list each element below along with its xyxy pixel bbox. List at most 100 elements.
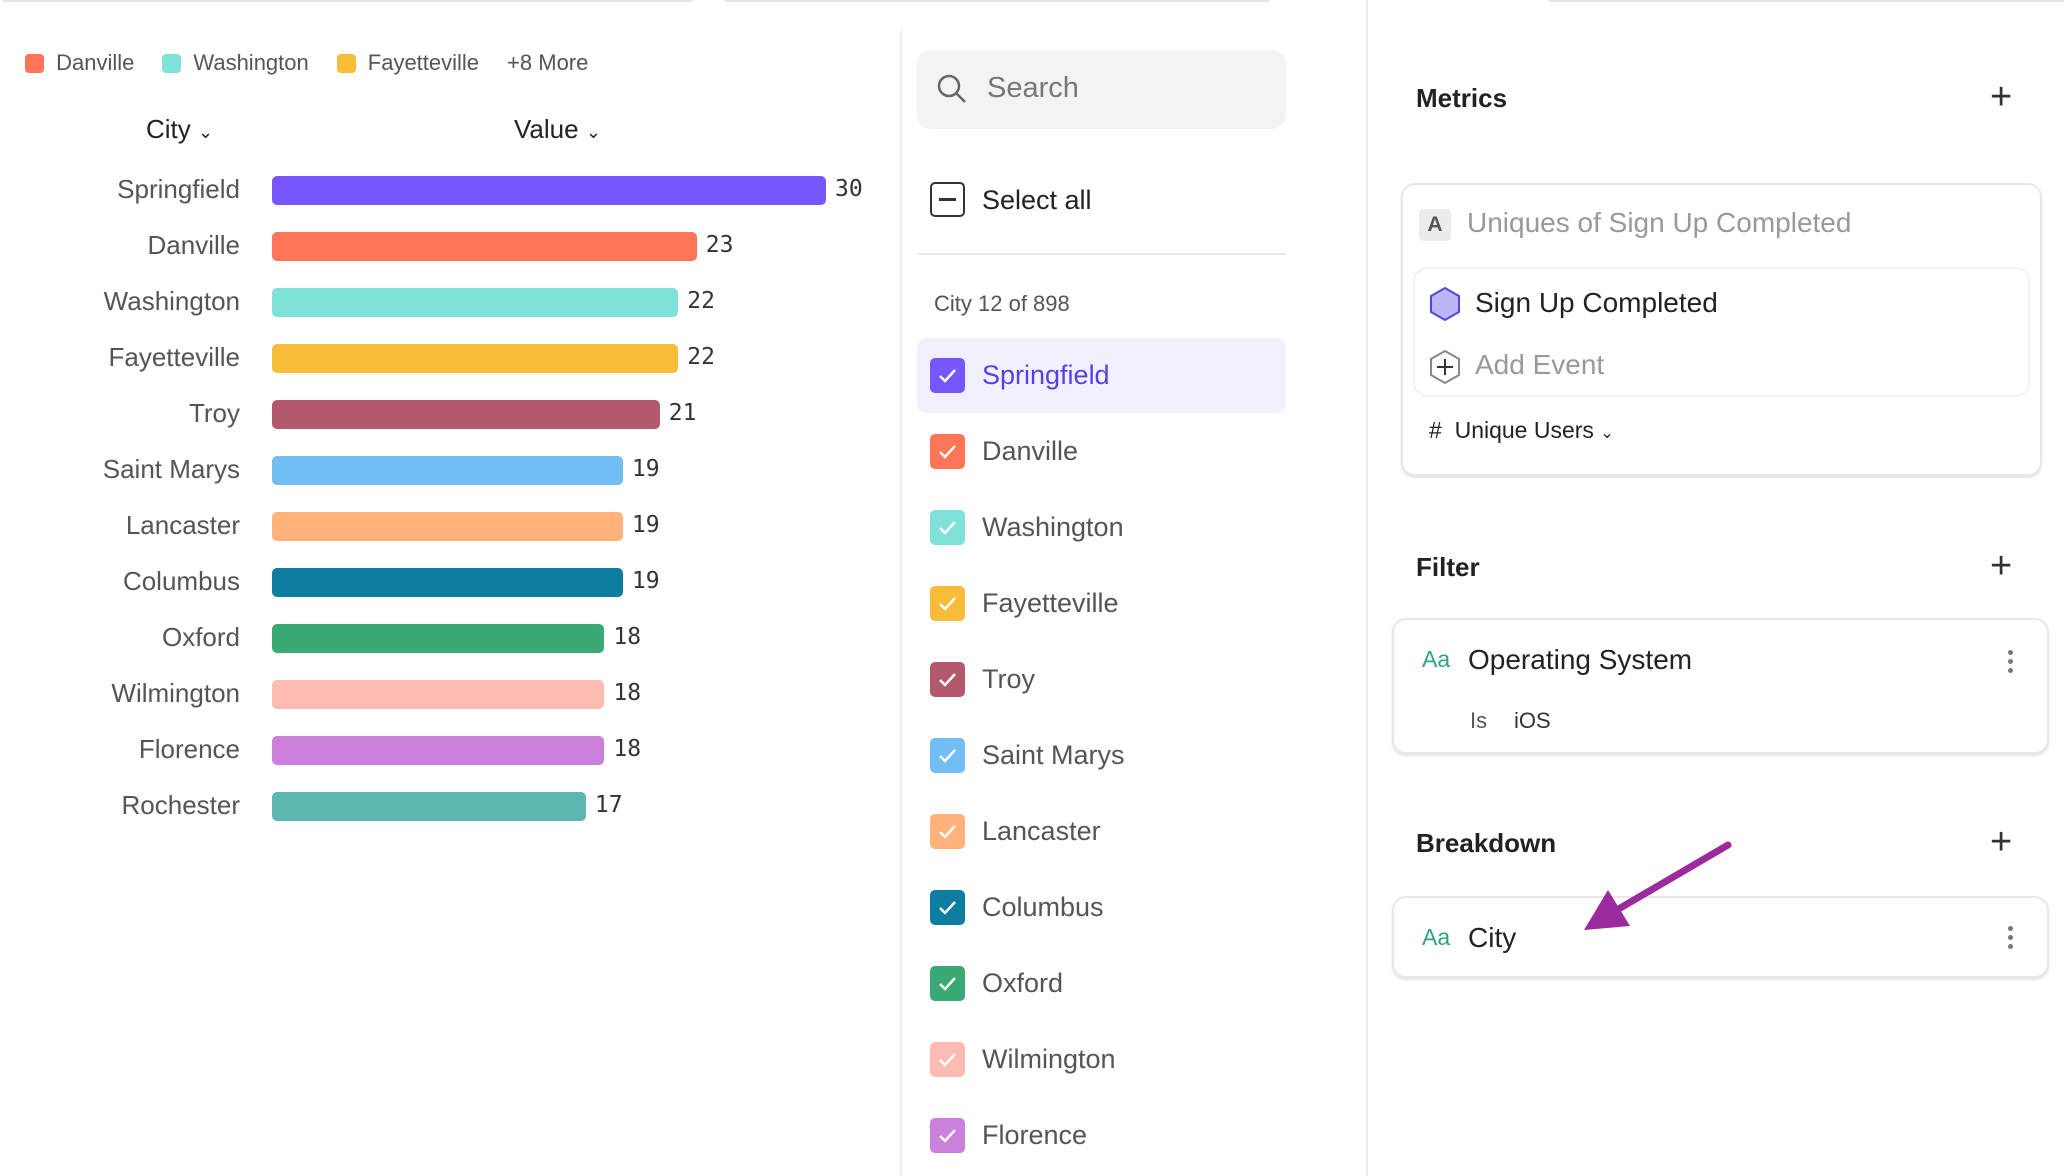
search-icon xyxy=(937,74,966,103)
bar[interactable] xyxy=(272,344,679,373)
bar-value-label: 19 xyxy=(631,512,660,538)
bar[interactable] xyxy=(272,512,623,541)
string-type-icon: Aa xyxy=(1422,646,1451,672)
bar-value-label: 18 xyxy=(613,680,642,706)
checkbox-checked-icon[interactable] xyxy=(930,890,965,925)
bar-row[interactable]: Lancaster 19 xyxy=(0,498,899,554)
filter-list-item[interactable]: Lancaster xyxy=(917,794,1286,869)
annotation-arrow-icon xyxy=(1584,841,1732,930)
filter-operator[interactable]: Is xyxy=(1470,708,1488,733)
bar-row[interactable]: Washington 22 xyxy=(0,274,899,330)
checkbox-checked-icon[interactable] xyxy=(930,1118,965,1153)
checkbox-checked-icon[interactable] xyxy=(930,586,965,621)
event-name[interactable]: Sign Up Completed xyxy=(1475,287,1718,318)
filter-list-item[interactable]: Springfield xyxy=(917,338,1286,413)
legend-item[interactable]: Washington xyxy=(162,50,309,76)
checkbox-checked-icon[interactable] xyxy=(930,966,965,1001)
filter-list-item[interactable]: Columbus xyxy=(917,870,1286,945)
bar-row[interactable]: Wilmington 18 xyxy=(0,666,899,722)
legend-more-button[interactable]: +8 More xyxy=(507,50,589,75)
bar-label: Rochester xyxy=(121,790,241,820)
bar[interactable] xyxy=(272,792,586,821)
filter-list-item[interactable]: Washington xyxy=(917,490,1286,565)
checkbox-checked-icon[interactable] xyxy=(930,662,965,697)
tab-outline xyxy=(1546,0,2064,2)
select-all-checkbox[interactable]: Select all xyxy=(930,182,1280,222)
add-event-button[interactable]: Add Event xyxy=(1475,349,1605,380)
header-label: City xyxy=(146,114,191,144)
legend-label: Washington xyxy=(193,50,309,75)
add-metric-button[interactable]: + xyxy=(1990,76,2013,118)
bar[interactable] xyxy=(272,232,697,261)
item-label: Troy xyxy=(982,664,1035,694)
bar-row[interactable]: Troy 21 xyxy=(0,386,899,442)
bar-row[interactable]: Fayetteville 22 xyxy=(0,330,899,386)
filter-list-item[interactable]: Oxford xyxy=(917,946,1286,1021)
checkbox-checked-icon[interactable] xyxy=(930,1042,965,1077)
chevron-down-icon: ⌄ xyxy=(585,122,601,142)
measure-label: Unique Users xyxy=(1454,417,1594,443)
bar-row[interactable]: Springfield 30 xyxy=(0,162,899,218)
bar-value-label: 18 xyxy=(613,624,642,650)
checkbox-checked-icon[interactable] xyxy=(930,358,965,393)
measure-selector[interactable]: # Unique Users ⌄ xyxy=(1429,417,1614,444)
legend-label: Danville xyxy=(56,50,135,75)
checkbox-checked-icon[interactable] xyxy=(930,814,965,849)
bar[interactable] xyxy=(272,288,679,317)
filter-property: Operating System xyxy=(1468,644,1693,675)
minus-icon xyxy=(930,182,965,217)
item-label: Danville xyxy=(982,436,1079,466)
more-options-icon[interactable] xyxy=(2008,926,2013,953)
bar-row[interactable]: Danville 23 xyxy=(0,218,899,274)
checkbox-checked-icon[interactable] xyxy=(930,510,965,545)
more-options-icon[interactable] xyxy=(2008,650,2013,677)
add-filter-button[interactable]: + xyxy=(1990,545,2013,587)
breakdown-property: City xyxy=(1468,922,1517,953)
metric-letter-badge: A xyxy=(1419,209,1451,241)
bar-value-label: 19 xyxy=(631,456,660,482)
item-label: Wilmington xyxy=(982,1044,1116,1074)
divider xyxy=(917,253,1286,255)
breakdown-card[interactable]: Aa City xyxy=(1392,896,2049,978)
bar-row[interactable]: Rochester 17 xyxy=(0,778,899,834)
checkbox-checked-icon[interactable] xyxy=(930,434,965,469)
value-column-header[interactable]: Value ⌄ xyxy=(514,114,601,145)
item-label: Columbus xyxy=(982,892,1104,922)
metric-name[interactable]: Uniques of Sign Up Completed xyxy=(1467,207,1852,238)
bar-label: Columbus xyxy=(122,566,240,596)
filter-card[interactable]: Aa Operating System Is iOS xyxy=(1392,618,2049,754)
metrics-title: Metrics xyxy=(1416,83,1508,113)
search-input[interactable]: Search xyxy=(917,50,1286,129)
bar-label: Danville xyxy=(147,230,241,260)
filter-list-item[interactable]: Florence xyxy=(917,1098,1286,1173)
bar[interactable] xyxy=(272,400,660,429)
metric-card[interactable]: A Uniques of Sign Up Completed Sign Up C… xyxy=(1401,183,2042,476)
bar-row[interactable]: Columbus 19 xyxy=(0,554,899,610)
checkbox-checked-icon[interactable] xyxy=(930,738,965,773)
city-column-header[interactable]: City ⌄ xyxy=(146,114,213,145)
item-label: Washington xyxy=(982,512,1124,542)
add-breakdown-button[interactable]: + xyxy=(1990,821,2013,863)
legend-swatch xyxy=(162,54,182,73)
bar[interactable] xyxy=(272,680,605,709)
bar[interactable] xyxy=(272,624,605,653)
filter-value[interactable]: iOS xyxy=(1514,708,1551,733)
item-label: Lancaster xyxy=(982,816,1101,846)
bar[interactable] xyxy=(272,176,826,205)
bar-row[interactable]: Saint Marys 19 xyxy=(0,442,899,498)
filter-list-item[interactable]: Troy xyxy=(917,642,1286,717)
bar[interactable] xyxy=(272,568,623,597)
legend-item[interactable]: Fayetteville xyxy=(336,50,479,76)
bar-value-label: 18 xyxy=(613,736,642,762)
filter-list-item[interactable]: Wilmington xyxy=(917,1022,1286,1097)
bar-row[interactable]: Florence 18 xyxy=(0,722,899,778)
hash-icon: # xyxy=(1429,417,1442,443)
bar-row[interactable]: Oxford 18 xyxy=(0,610,899,666)
bar[interactable] xyxy=(272,456,623,485)
filter-list-item[interactable]: Fayetteville xyxy=(917,566,1286,641)
divider xyxy=(900,30,902,1176)
legend-item[interactable]: Danville xyxy=(25,50,134,76)
bar[interactable] xyxy=(272,736,605,765)
filter-list-item[interactable]: Danville xyxy=(917,414,1286,489)
filter-list-item[interactable]: Saint Marys xyxy=(917,718,1286,793)
